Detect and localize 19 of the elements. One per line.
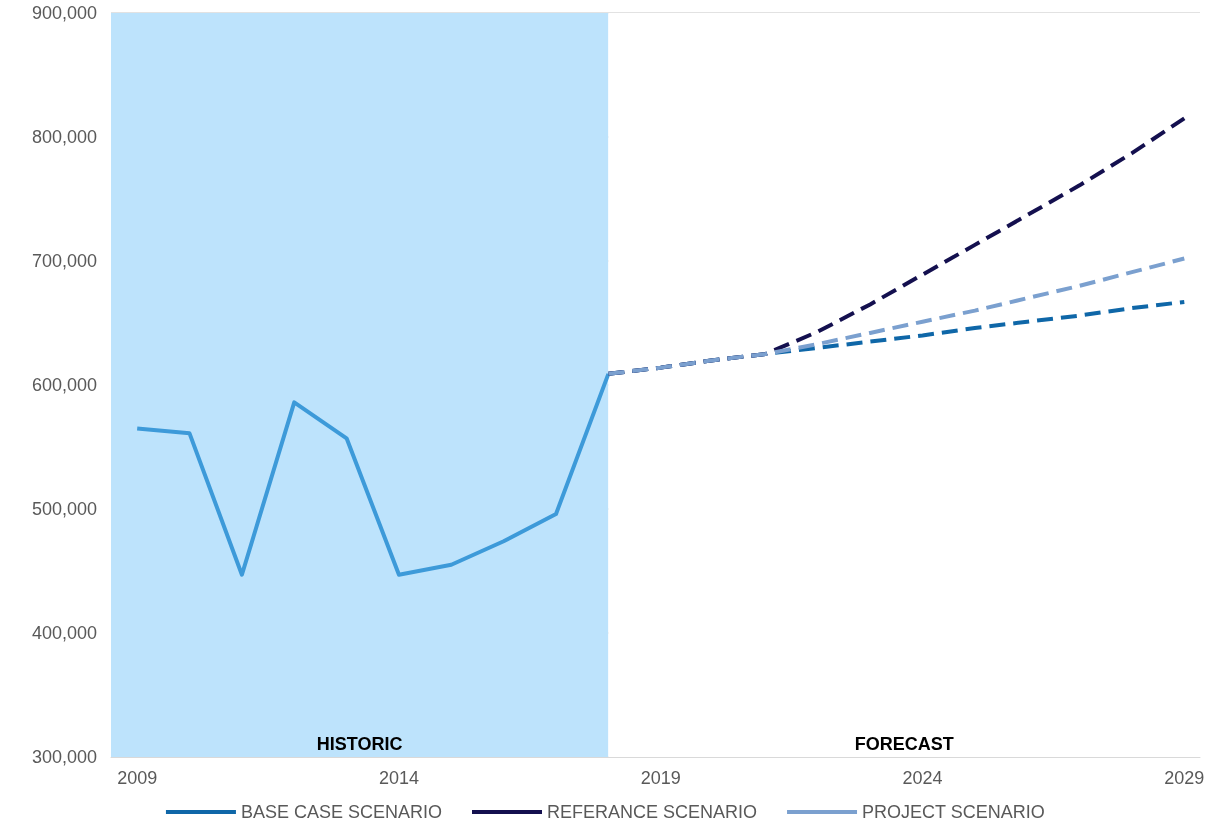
y-tick-label: 900,000 xyxy=(31,3,97,23)
x-tick-label: 2029 xyxy=(1164,768,1205,788)
line-series xyxy=(606,256,1187,376)
y-tick-label: 800,000 xyxy=(31,127,97,147)
legend-label: PROJECT SCENARIO xyxy=(862,802,1045,822)
x-tick-label: 2024 xyxy=(902,768,943,788)
x-tick-label: 2019 xyxy=(640,768,681,788)
x-tick-label: 2014 xyxy=(378,768,419,788)
legend-label: REFERANCE SCENARIO xyxy=(547,802,758,822)
x-tick-label: 2009 xyxy=(117,768,158,788)
y-tick-label: 600,000 xyxy=(31,375,97,395)
y-tick-label: 400,000 xyxy=(31,623,97,643)
y-tick-label: 700,000 xyxy=(31,251,97,271)
line-series xyxy=(135,371,611,577)
band-label: HISTORIC xyxy=(316,734,403,754)
y-tick-label: 300,000 xyxy=(31,747,97,767)
legend-label: BASE CASE SCENARIO xyxy=(240,802,443,822)
y-tick-label: 500,000 xyxy=(31,499,97,519)
band-label: FORECAST xyxy=(854,734,954,754)
